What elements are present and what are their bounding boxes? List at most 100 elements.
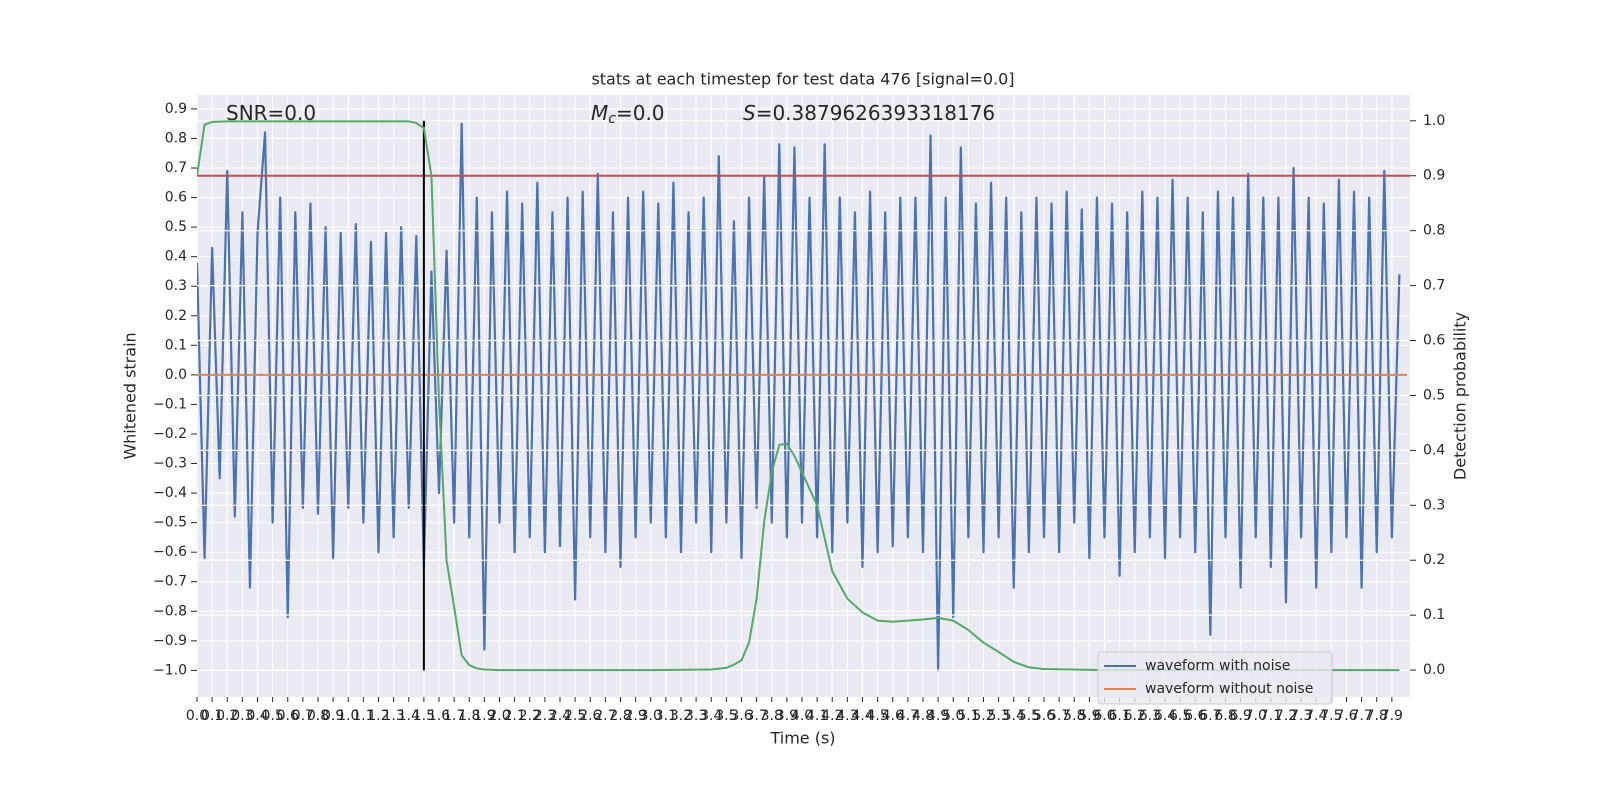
y2-tick-label: 0.8 xyxy=(1423,223,1445,239)
x-tick-label: 5.7 xyxy=(1048,708,1070,724)
x-tick-label: 0.7 xyxy=(292,708,314,724)
y-tick-label: −0.4 xyxy=(153,485,187,501)
x-tick-label: 5.6 xyxy=(1033,708,1055,724)
annotation-text: =0.0 xyxy=(616,101,665,125)
x-tick-label: 0.8 xyxy=(307,708,329,724)
x-tick-label: 2.1 xyxy=(503,708,525,724)
x-tick-label: 5.8 xyxy=(1063,708,1085,724)
plot-top xyxy=(197,120,1410,672)
y-tick-label: −0.6 xyxy=(153,544,187,560)
x-tick-label: 5.5 xyxy=(1018,708,1040,724)
x-tick-label: 6.8 xyxy=(1214,708,1236,724)
y-tick-label: 0.6 xyxy=(165,190,187,206)
x-tick-label: 0.5 xyxy=(261,708,283,724)
x-tick-label: 0.6 xyxy=(277,708,299,724)
y-tick-label: −0.2 xyxy=(153,426,187,442)
x-tick-label: 2.3 xyxy=(534,708,556,724)
x-tick-label: 2.7 xyxy=(594,708,616,724)
y-tick-label: 0.2 xyxy=(165,308,187,324)
y-axis-label: Whitened strain xyxy=(121,332,140,459)
x-axis-label: Time (s) xyxy=(769,729,835,748)
y2-axis-label: Detection probability xyxy=(1451,312,1470,480)
y2-tick-label: 0.1 xyxy=(1423,607,1445,623)
x-tick-label: 7.0 xyxy=(1245,708,1267,724)
x-tick-label: 3.6 xyxy=(730,708,752,724)
x-tick-label: 3.8 xyxy=(761,708,783,724)
y-tick-label: 0.0 xyxy=(165,367,187,383)
x-tick-label: 7.5 xyxy=(1320,708,1342,724)
x-tick-label: 0.1 xyxy=(201,708,223,724)
y-tick-label: −0.5 xyxy=(153,515,187,531)
y-tick-label: 0.4 xyxy=(165,249,187,265)
x-tick-label: 2.9 xyxy=(624,708,646,724)
x-tick-label: 3.1 xyxy=(655,708,677,724)
x-tick-label: 1.0 xyxy=(337,708,359,724)
legend-label: waveform without noise xyxy=(1145,681,1313,697)
y-tick-label: 0.5 xyxy=(165,219,187,235)
y-tick-label: −1.0 xyxy=(153,662,187,678)
x-tick-label: 7.9 xyxy=(1381,708,1403,724)
y2-tick-label: 0.2 xyxy=(1423,552,1445,568)
x-tick-label: 4.1 xyxy=(806,708,828,724)
x-tick-label: 0.3 xyxy=(231,708,253,724)
x-tick-label: 0.2 xyxy=(216,708,238,724)
x-tick-label: 3.0 xyxy=(640,708,662,724)
x-tick-label: 6.1 xyxy=(1108,708,1130,724)
legend-label: waveform with noise xyxy=(1145,658,1290,674)
x-tick-label: 6.6 xyxy=(1184,708,1206,724)
x-tick-label: 7.6 xyxy=(1335,708,1357,724)
y2-tick-label: 1.0 xyxy=(1423,113,1445,129)
x-tick-label: 7.8 xyxy=(1366,708,1388,724)
y-tick-label: 0.3 xyxy=(165,278,187,294)
y2-tick-label: 0.4 xyxy=(1423,442,1445,458)
x-tick-label: 3.2 xyxy=(670,708,692,724)
y-tick-label: −0.3 xyxy=(153,456,187,472)
y-tick-label: −0.9 xyxy=(153,633,187,649)
x-tick-label: 7.4 xyxy=(1305,708,1327,724)
x-tick-label: 2.0 xyxy=(488,708,510,724)
x-tick-label: 1.1 xyxy=(352,708,374,724)
x-tick-label: 7.2 xyxy=(1275,708,1297,724)
legend-box xyxy=(1097,651,1333,705)
x-tick-label: 3.7 xyxy=(745,708,767,724)
y-tick-label: 0.9 xyxy=(165,101,187,117)
y2-tick-label: 0.7 xyxy=(1423,278,1445,294)
y-tick-label: 0.8 xyxy=(165,130,187,146)
x-tick-label: 6.4 xyxy=(1154,708,1176,724)
x-tick-label: 6.9 xyxy=(1229,708,1251,724)
x-tick-label: 4.2 xyxy=(821,708,843,724)
x-tick-label: 6.3 xyxy=(1139,708,1161,724)
x-tick-label: 4.5 xyxy=(866,708,888,724)
x-tick-label: 4.3 xyxy=(836,708,858,724)
x-tick-label: 7.1 xyxy=(1260,708,1282,724)
annotation: S=0.3879626393318176 xyxy=(743,101,995,125)
annotation-symbol: M xyxy=(591,101,608,125)
annotation-text: =0.3879626393318176 xyxy=(756,101,995,125)
x-tick-label: 1.2 xyxy=(367,708,389,724)
x-tick-label: 5.0 xyxy=(942,708,964,724)
plot-content xyxy=(197,122,1407,672)
probability-line xyxy=(197,120,1400,672)
x-tick-label: 5.4 xyxy=(1003,708,1025,724)
x-tick-label: 1.5 xyxy=(413,708,435,724)
x-tick-label: 6.2 xyxy=(1124,708,1146,724)
x-tick-label: 4.7 xyxy=(897,708,919,724)
x-tick-label: 5.3 xyxy=(987,708,1009,724)
y-tick-label: 0.7 xyxy=(165,160,187,176)
x-tick-label: 4.8 xyxy=(912,708,934,724)
chart-title: stats at each timestep for test data 476… xyxy=(591,70,1014,89)
y2-tick-label: 0.3 xyxy=(1423,497,1445,513)
y2-tick-label: 0.0 xyxy=(1423,662,1445,678)
x-tick-label: 1.3 xyxy=(382,708,404,724)
x-tick-label: 5.1 xyxy=(957,708,979,724)
x-tick-label: 2.2 xyxy=(519,708,541,724)
y-tick-label: −0.8 xyxy=(153,603,187,619)
grid-y2 xyxy=(197,120,1410,671)
y2-tick-label: 0.9 xyxy=(1423,168,1445,184)
x-tick-label: 5.9 xyxy=(1078,708,1100,724)
y-tick-label: 0.1 xyxy=(165,337,187,353)
x-tick-label: 3.3 xyxy=(685,708,707,724)
x-tick-label: 0.4 xyxy=(246,708,268,724)
